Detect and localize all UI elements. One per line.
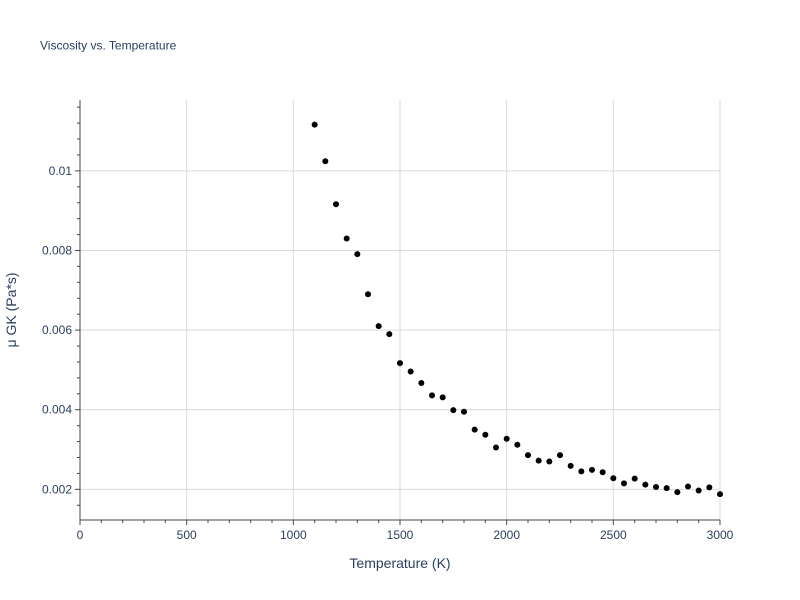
data-point xyxy=(557,452,563,459)
data-point xyxy=(631,475,638,482)
data-point xyxy=(354,251,361,258)
y-tick-label: 0.002 xyxy=(42,482,72,496)
x-tick-label: 2000 xyxy=(493,528,520,542)
data-point xyxy=(642,481,649,488)
data-point xyxy=(471,426,478,433)
data-point xyxy=(333,201,339,208)
x-tick-label: 2500 xyxy=(600,528,627,542)
y-tick-label: 0.004 xyxy=(42,403,72,417)
y-tick-label: 0.01 xyxy=(49,164,73,178)
grid xyxy=(80,100,721,520)
data-point xyxy=(311,121,318,128)
x-tick-label: 1500 xyxy=(387,528,414,542)
data-point xyxy=(706,484,713,491)
data-point xyxy=(717,491,723,498)
y-tick-label: 0.006 xyxy=(42,323,72,337)
data-point xyxy=(439,394,446,401)
data-point xyxy=(567,462,574,469)
data-point xyxy=(375,323,382,330)
y-tick-label: 0.008 xyxy=(42,243,72,257)
data-point xyxy=(343,235,350,242)
data-point xyxy=(695,487,702,494)
axes: 0 500 1000 1500 2000 2500 3000 0.002 0.004 0.006 0… xyxy=(42,100,734,542)
data-point xyxy=(525,452,531,459)
data-point xyxy=(674,489,681,496)
data-point xyxy=(407,368,414,375)
x-axis-title: Temperature (K) xyxy=(349,555,450,571)
data-point xyxy=(621,480,627,487)
x-tick-label: 3000 xyxy=(707,528,734,542)
data-point xyxy=(578,468,585,475)
data-point xyxy=(493,444,499,451)
data-point xyxy=(685,483,691,490)
x-tick-label: 1000 xyxy=(280,528,307,542)
data-point xyxy=(663,485,670,492)
data-point xyxy=(599,469,606,476)
data-points xyxy=(311,121,723,498)
data-point xyxy=(386,331,393,338)
data-point xyxy=(653,483,659,490)
data-point xyxy=(514,441,521,448)
chart-title: Viscosity vs. Temperature xyxy=(40,39,177,53)
data-point xyxy=(429,392,435,399)
data-point xyxy=(589,466,595,473)
x-tick-label: 0 xyxy=(77,528,84,542)
data-point xyxy=(535,457,542,464)
data-point xyxy=(546,458,553,465)
data-point xyxy=(322,158,329,165)
data-point xyxy=(610,475,617,482)
data-point xyxy=(503,435,510,442)
data-point xyxy=(418,380,425,387)
data-point xyxy=(365,291,371,298)
data-point xyxy=(482,431,489,438)
data-point xyxy=(450,407,457,414)
data-point xyxy=(461,408,467,415)
data-point xyxy=(397,360,403,367)
y-axis-title: μ GK (Pa*s) xyxy=(3,273,19,348)
x-tick-label: 500 xyxy=(177,528,197,542)
